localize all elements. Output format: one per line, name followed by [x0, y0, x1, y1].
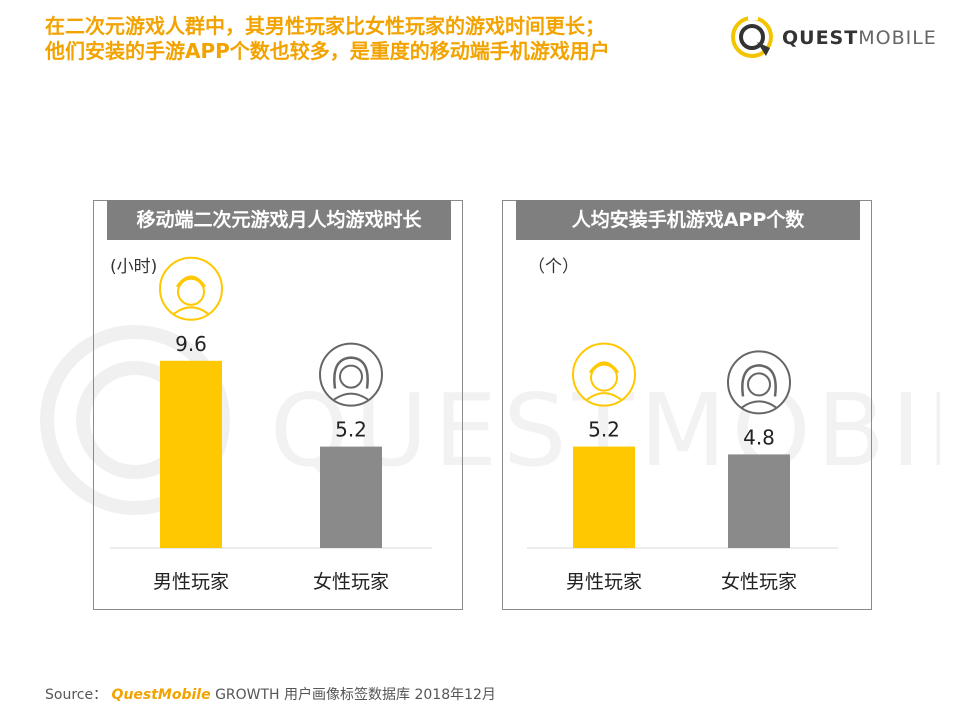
chart-0-female-avatar-icon-face: [339, 364, 363, 389]
chart-0-male-avatar-icon-face: [177, 277, 205, 306]
unit-label-time: (小时): [110, 257, 158, 277]
chart-0-female-avatar-icon: [319, 342, 383, 407]
headline-line-1: 在二次元游戏人群中，其男性玩家比女性玩家的游戏时间更长；: [45, 14, 605, 38]
chart-0-female-avatar-icon-ring: [319, 342, 383, 407]
chart-0-male-avatar-icon-ring: [159, 256, 223, 321]
logo-text: QUESTMOBILE: [782, 27, 937, 49]
chart-0-female-avatar-icon-hair: [333, 356, 369, 389]
chart-1-male-avatar-icon-face: [590, 363, 618, 392]
chart-0-male-avatar-icon-shoulders: [173, 306, 209, 315]
unit-label-apps: （个）: [528, 257, 579, 277]
chart-1-female-avatar-icon-ring: [727, 350, 791, 415]
chart-1-male-avatar-icon-shoulders: [586, 392, 622, 401]
chart-1-bar-1: [728, 454, 790, 548]
chart-0-male-avatar-icon: [159, 256, 223, 321]
chart-1-bar-0: [573, 446, 635, 548]
chart-1-value-label-1: 4.8: [743, 425, 775, 449]
chart-0-category-label-0: 男性玩家: [153, 571, 229, 593]
chart-1-female-avatar-icon-face: [747, 372, 771, 397]
chart-1-male-avatar-icon-hair: [588, 361, 620, 374]
chart-1-female-avatar-icon-shoulders: [741, 400, 777, 409]
chart-0-female-avatar-icon-shoulders: [333, 392, 369, 401]
chart-1-male-avatar-icon: [572, 342, 636, 407]
logo: QUESTMOBILE: [728, 12, 936, 64]
chart-0-value-label-0: 9.6: [175, 332, 207, 356]
chart-0-category-label-1: 女性玩家: [313, 571, 389, 593]
source-label: Source：: [45, 687, 108, 703]
source-brand: QuestMobile: [111, 687, 211, 703]
questmobile-logo-icon: [731, 14, 773, 58]
chart-title-time: 移动端二次元游戏月人均游戏时长: [107, 200, 451, 240]
chart-1-category-label-1: 女性玩家: [721, 571, 797, 593]
chart-1-male-avatar-icon-ring: [572, 342, 636, 407]
chart-1-value-label-0: 5.2: [588, 418, 620, 442]
chart-0-bar-0: [160, 360, 222, 548]
source-text: GROWTH 用户画像标签数据库 2018年12月: [215, 687, 496, 703]
chart-title-apps: 人均安装手机游戏APP个数: [516, 200, 860, 240]
chart-0-male-avatar-icon-hair: [175, 275, 207, 288]
headline-line-2: 他们安装的手游APP个数也较多，是重度的移动端手机游戏用户: [45, 39, 610, 63]
chart-0-bar-1: [320, 446, 382, 548]
chart-1-female-avatar-icon-hair: [741, 364, 777, 397]
chart-0-value-label-1: 5.2: [335, 418, 367, 442]
source-note: Source： QuestMobile GROWTH 用户画像标签数据库 201…: [45, 684, 496, 704]
logo-text-light: MOBILE: [858, 27, 937, 49]
chart-1-category-label-0: 男性玩家: [566, 571, 642, 593]
logo-text-bold: QUEST: [782, 27, 859, 49]
headline: 在二次元游戏人群中，其男性玩家比女性玩家的游戏时间更长； 他们安装的手游APP个…: [45, 14, 715, 64]
chart-1-female-avatar-icon: [727, 350, 791, 415]
